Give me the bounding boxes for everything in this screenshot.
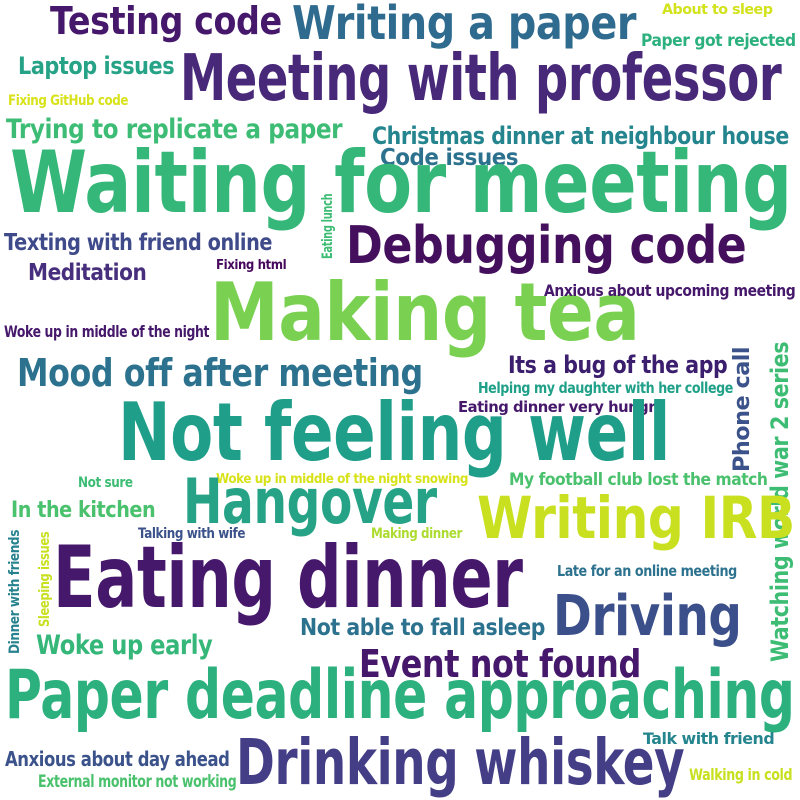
word-cloud-word: Meditation	[28, 260, 147, 286]
word-cloud-word: Woke up early	[36, 630, 213, 661]
word-cloud-word: Testing code	[50, 0, 282, 43]
word-cloud-word: Hangover	[183, 465, 437, 538]
word-cloud-word: Trying to replicate a paper	[6, 114, 343, 145]
word-cloud-word: Writing a paper	[292, 0, 637, 50]
word-cloud-word: Mood off after meeting	[17, 351, 423, 395]
word-cloud-word: Writing IRB	[477, 484, 795, 552]
word-cloud-word: Eating dinner	[53, 528, 523, 628]
word-cloud-word: Fixing html	[216, 258, 287, 273]
word-cloud-word: Sleeping issues	[37, 531, 53, 627]
word-cloud-word: Anxious about upcoming meeting	[544, 281, 796, 300]
word-cloud-word: Helping my daughter with her college	[478, 379, 733, 397]
word-cloud-word: Eating dinner very hungry	[458, 398, 665, 416]
word-cloud-word: Woke up in middle of the night snowing	[216, 472, 469, 487]
word-cloud-word: Not able to fall asleep	[300, 615, 545, 641]
word-cloud-word: Meeting with professor	[180, 42, 782, 116]
word-cloud-word: Talking with wife	[138, 526, 246, 542]
word-cloud-word: Christmas dinner at neighbour house	[372, 122, 789, 150]
word-cloud-word: Talk with friend	[643, 729, 775, 748]
word-cloud-word: Eating lunch	[320, 193, 336, 259]
word-cloud-word: Not sure	[78, 475, 133, 491]
word-cloud-word: External monitor not working	[38, 772, 237, 792]
word-cloud-word: Woke up in middle of the night	[4, 322, 210, 341]
word-cloud-word: Phone call	[730, 346, 755, 472]
word-cloud-word: Fixing GitHub code	[8, 93, 129, 109]
word-cloud-word: Making dinner	[371, 526, 462, 542]
word-cloud-word: Driving	[553, 584, 742, 649]
word-cloud-word: Paper got rejected	[641, 31, 796, 51]
word-cloud-word: Code issues	[380, 145, 519, 171]
word-cloud-word: Event not found	[359, 642, 641, 686]
word-cloud-word: About to sleep	[662, 2, 773, 18]
word-cloud-word: Debugging code	[346, 216, 747, 276]
word-cloud-word: Making tea	[210, 266, 640, 359]
word-cloud-word: Paper deadline approaching	[5, 656, 795, 735]
word-cloud-word: Its a bug of the app	[508, 351, 728, 379]
word-cloud-word: Texting with friend online	[4, 230, 273, 256]
word-cloud-word: Anxious about day ahead	[5, 747, 230, 771]
word-cloud-word: My football club lost the match	[509, 470, 768, 490]
word-cloud-word: Not feeling well	[118, 386, 671, 479]
word-cloud-word: Walking in cold	[689, 765, 793, 784]
word-cloud-word: Late for an online meeting	[557, 562, 737, 580]
word-cloud-word: Drinking whiskey	[236, 726, 685, 799]
word-cloud-word: In the kitchen	[11, 498, 156, 523]
word-cloud-word: Waiting for meeting	[10, 133, 792, 233]
word-cloud-word: Laptop issues	[18, 52, 175, 80]
word-cloud-word: Dinner with friends	[7, 530, 23, 654]
